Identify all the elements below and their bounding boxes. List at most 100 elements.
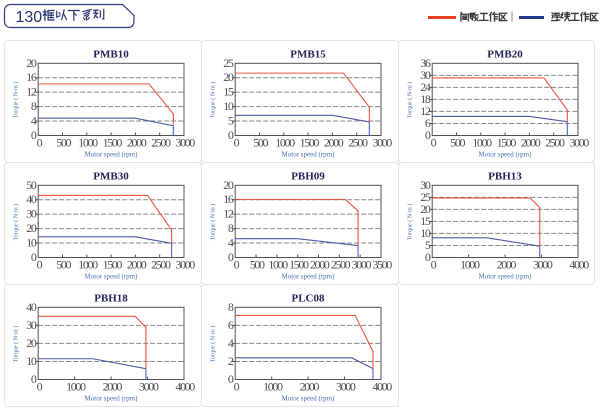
svg-text:36: 36: [420, 56, 431, 70]
svg-text:1000: 1000: [472, 135, 492, 149]
svg-text:Torque ( N·m ): Torque ( N·m ): [210, 204, 217, 240]
svg-text:Motor speed (rpm): Motor speed (rpm): [479, 273, 533, 281]
svg-text:Motor speed (rpm): Motor speed (rpm): [85, 273, 139, 281]
svg-text:18: 18: [420, 92, 431, 106]
svg-text:0: 0: [431, 135, 437, 149]
svg-text:1000: 1000: [78, 257, 98, 271]
svg-text:2: 2: [228, 354, 234, 368]
svg-text:500: 500: [56, 135, 71, 149]
svg-text:1000: 1000: [460, 257, 480, 271]
svg-text:1000: 1000: [263, 379, 283, 393]
svg-text:0: 0: [228, 250, 234, 264]
svg-text:PMB10: PMB10: [93, 49, 129, 61]
svg-text:PMB30: PMB30: [93, 171, 129, 183]
svg-text:4000: 4000: [569, 257, 589, 271]
svg-text:20: 20: [420, 202, 431, 216]
svg-text:0: 0: [37, 257, 43, 271]
svg-text:2000: 2000: [521, 135, 541, 149]
svg-text:2000: 2000: [127, 257, 147, 271]
svg-text:Motor speed (rpm): Motor speed (rpm): [479, 151, 533, 159]
svg-text:1000: 1000: [78, 135, 98, 149]
svg-text:1500: 1500: [497, 135, 517, 149]
svg-text:6: 6: [425, 116, 431, 130]
svg-text:24: 24: [420, 80, 431, 94]
svg-text:20: 20: [223, 70, 234, 84]
svg-text:0: 0: [234, 135, 240, 149]
svg-text:4: 4: [31, 114, 37, 128]
svg-text:25: 25: [420, 190, 431, 204]
svg-text:PMB15: PMB15: [290, 49, 326, 61]
svg-text:1500: 1500: [103, 135, 123, 149]
svg-text:130: 130: [16, 9, 43, 26]
svg-text:3000: 3000: [336, 379, 356, 393]
svg-text:2000: 2000: [127, 135, 147, 149]
svg-text:PBH13: PBH13: [488, 171, 522, 183]
svg-text:PLC08: PLC08: [292, 293, 326, 305]
svg-text:30: 30: [420, 68, 431, 82]
svg-text:10: 10: [26, 354, 37, 368]
svg-text:0: 0: [31, 250, 37, 264]
svg-text:Torque ( N·m ): Torque ( N·m ): [407, 82, 414, 118]
svg-text:12: 12: [223, 207, 234, 221]
svg-text:PBH09: PBH09: [291, 171, 325, 183]
svg-text:30: 30: [420, 178, 431, 192]
svg-text:12: 12: [26, 85, 37, 99]
svg-text:4000: 4000: [175, 379, 195, 393]
svg-text:20: 20: [26, 221, 37, 235]
svg-text:2500: 2500: [151, 135, 171, 149]
svg-text:10: 10: [223, 99, 234, 113]
svg-text:Torque ( N·m ): Torque ( N·m ): [210, 82, 217, 118]
svg-text:8: 8: [31, 99, 37, 113]
svg-text:8: 8: [228, 221, 234, 235]
svg-text:3000: 3000: [175, 135, 195, 149]
svg-text:500: 500: [253, 135, 268, 149]
svg-text:Motor speed (rpm): Motor speed (rpm): [282, 151, 336, 159]
svg-text:Motor speed (rpm): Motor speed (rpm): [282, 395, 336, 403]
svg-text:0: 0: [228, 128, 234, 142]
svg-text:3000: 3000: [139, 379, 159, 393]
svg-text:2000: 2000: [310, 257, 330, 271]
svg-text:Motor speed (rpm): Motor speed (rpm): [282, 273, 336, 281]
svg-text:1500: 1500: [289, 257, 309, 271]
svg-text:PMB20: PMB20: [487, 49, 523, 61]
svg-text:10: 10: [26, 236, 37, 250]
svg-text:0: 0: [31, 128, 37, 142]
svg-text:Torque ( N·m ): Torque ( N·m ): [407, 204, 414, 240]
svg-text:6: 6: [228, 318, 234, 332]
svg-text:0: 0: [228, 372, 234, 386]
svg-text:500: 500: [250, 257, 265, 271]
svg-text:25: 25: [223, 56, 234, 70]
svg-text:500: 500: [450, 135, 465, 149]
svg-text:Torque ( N·m ): Torque ( N·m ): [210, 326, 217, 362]
svg-text:500: 500: [56, 257, 71, 271]
svg-text:16: 16: [26, 70, 37, 84]
svg-text:3500: 3500: [372, 257, 392, 271]
svg-text:2500: 2500: [331, 257, 351, 271]
svg-text:Torque ( N·m ): Torque ( N·m ): [13, 82, 20, 118]
svg-text:30: 30: [26, 207, 37, 221]
svg-text:15: 15: [420, 214, 431, 228]
svg-text:Motor speed (rpm): Motor speed (rpm): [85, 395, 139, 403]
svg-text:4000: 4000: [372, 379, 392, 393]
svg-text:1500: 1500: [103, 257, 123, 271]
svg-text:Motor speed (rpm): Motor speed (rpm): [85, 151, 139, 159]
svg-text:4: 4: [228, 236, 234, 250]
svg-text:12: 12: [420, 104, 431, 118]
svg-text:1000: 1000: [268, 257, 288, 271]
svg-text:2500: 2500: [348, 135, 368, 149]
svg-text:2500: 2500: [545, 135, 565, 149]
svg-text:2000: 2000: [103, 379, 123, 393]
svg-text:4: 4: [228, 336, 234, 350]
svg-text:Torque ( N·m ): Torque ( N·m ): [13, 326, 20, 362]
svg-text:20: 20: [26, 56, 37, 70]
svg-text:0: 0: [37, 135, 43, 149]
svg-text:0: 0: [431, 257, 437, 271]
svg-text:3000: 3000: [533, 257, 553, 271]
svg-text:40: 40: [26, 192, 37, 206]
svg-text:3000: 3000: [372, 135, 392, 149]
svg-text:0: 0: [425, 250, 431, 264]
svg-text:PBH18: PBH18: [94, 293, 128, 305]
svg-text:0: 0: [37, 379, 43, 393]
svg-text:1000: 1000: [275, 135, 295, 149]
svg-text:1500: 1500: [300, 135, 320, 149]
